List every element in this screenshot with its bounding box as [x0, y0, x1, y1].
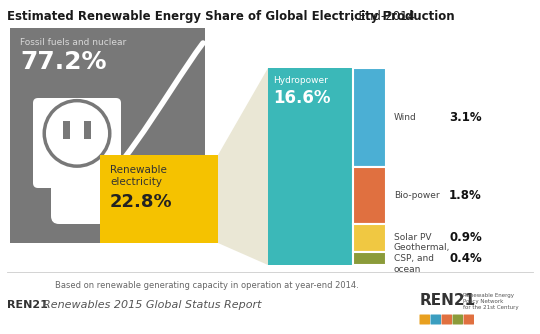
- Bar: [268, 68, 386, 265]
- Text: 0.9%: 0.9%: [449, 231, 482, 244]
- FancyBboxPatch shape: [430, 315, 441, 325]
- Text: Solar PV: Solar PV: [394, 233, 431, 242]
- Text: 22.8%: 22.8%: [110, 193, 173, 211]
- Text: Hydropower: Hydropower: [273, 76, 328, 85]
- FancyBboxPatch shape: [442, 315, 452, 325]
- Text: Estimated Renewable Energy Share of Global Electricity Production: Estimated Renewable Energy Share of Glob…: [7, 10, 455, 23]
- Bar: [353, 68, 386, 167]
- Text: REN21: REN21: [7, 300, 48, 310]
- Bar: [268, 68, 353, 265]
- Text: Fossil fuels and nuclear: Fossil fuels and nuclear: [20, 38, 126, 47]
- Circle shape: [44, 101, 110, 166]
- Text: 16.6%: 16.6%: [273, 89, 330, 107]
- Text: Renewable Energy
Policy Network
for the 21st Century: Renewable Energy Policy Network for the …: [463, 293, 518, 310]
- Polygon shape: [218, 68, 268, 265]
- Bar: [10, 28, 205, 243]
- Text: 3.1%: 3.1%: [449, 111, 482, 124]
- Text: 77.2%: 77.2%: [20, 50, 106, 74]
- Bar: [353, 224, 386, 252]
- Circle shape: [42, 98, 112, 168]
- FancyBboxPatch shape: [51, 170, 107, 224]
- Text: Geothermal,
CSP, and
ocean: Geothermal, CSP, and ocean: [394, 243, 450, 274]
- Text: REN21: REN21: [420, 293, 476, 308]
- Polygon shape: [74, 170, 101, 196]
- Bar: [68, 161, 86, 181]
- FancyBboxPatch shape: [33, 98, 121, 188]
- Bar: [69, 179, 75, 191]
- Bar: [353, 252, 386, 265]
- Bar: [100, 155, 218, 243]
- Text: Based on renewable generating capacity in operation at year-end 2014.: Based on renewable generating capacity i…: [55, 281, 359, 290]
- Text: Renewables 2015 Global Status Report: Renewables 2015 Global Status Report: [43, 300, 261, 310]
- Text: 1.8%: 1.8%: [449, 189, 482, 202]
- Bar: [353, 167, 386, 224]
- Bar: [63, 121, 70, 139]
- Text: Bio-power: Bio-power: [394, 191, 440, 200]
- Text: Renewable
electricity: Renewable electricity: [110, 165, 167, 187]
- Text: , End-2014: , End-2014: [351, 10, 415, 23]
- FancyBboxPatch shape: [453, 315, 463, 325]
- Text: Wind: Wind: [394, 113, 417, 122]
- FancyBboxPatch shape: [463, 315, 474, 325]
- Bar: [84, 121, 91, 139]
- Text: 0.4%: 0.4%: [449, 252, 482, 265]
- Bar: [79, 179, 85, 191]
- FancyBboxPatch shape: [420, 315, 430, 325]
